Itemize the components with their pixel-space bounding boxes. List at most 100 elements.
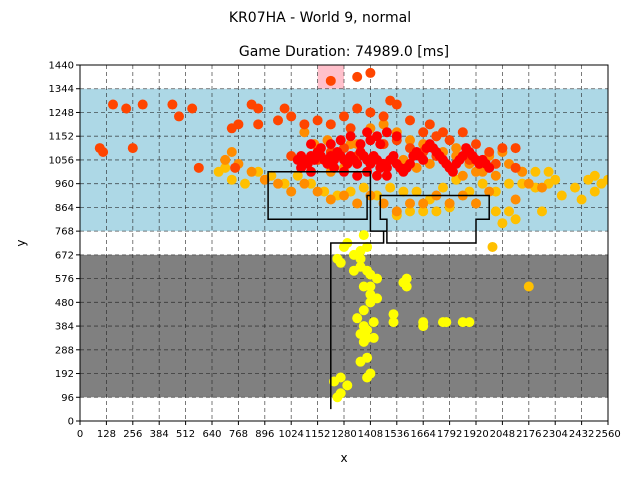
data-point	[570, 182, 580, 193]
y-axis-ticks: 0 96 192 288 384 480 576 672 768 864 960 1056 1152 12…	[49, 61, 80, 428]
data-point	[447, 166, 458, 177]
data-point	[537, 182, 547, 193]
x-tick-label: 1280	[331, 429, 356, 440]
y-tick-label: 672	[55, 250, 74, 261]
data-point	[365, 289, 376, 300]
x-tick-label: 1024	[278, 429, 303, 440]
x-tick-label: 256	[123, 429, 142, 440]
x-tick-label: 384	[150, 429, 169, 440]
data-point	[362, 352, 373, 363]
data-point	[352, 103, 363, 114]
data-point	[352, 158, 363, 169]
data-point	[230, 162, 241, 173]
data-point	[329, 162, 340, 173]
y-tick-label: 1440	[49, 61, 74, 72]
data-point	[405, 115, 415, 126]
x-tick-label: 2304	[542, 429, 567, 440]
data-point	[187, 103, 198, 114]
x-tick-label: 0	[77, 429, 83, 440]
path-layer	[267, 171, 490, 410]
data-point	[312, 115, 323, 126]
data-point	[352, 170, 363, 181]
data-point	[233, 119, 244, 130]
data-point	[497, 218, 508, 229]
data-point	[490, 206, 501, 217]
data-point	[365, 67, 376, 78]
data-point	[398, 186, 409, 197]
data-point	[381, 127, 392, 138]
scatter-points	[94, 67, 608, 403]
data-point	[381, 170, 392, 181]
data-point	[543, 166, 554, 177]
y-tick-label: 576	[55, 274, 74, 285]
data-point	[523, 281, 534, 292]
data-point	[226, 174, 237, 185]
data-point	[388, 317, 399, 328]
y-tick-label: 1152	[49, 132, 74, 143]
data-point	[589, 186, 600, 197]
data-point	[484, 186, 495, 197]
data-point	[220, 154, 231, 165]
data-point	[424, 119, 435, 130]
data-point	[358, 182, 369, 193]
data-point	[510, 162, 521, 173]
data-point	[444, 135, 455, 146]
data-point	[484, 162, 495, 173]
data-point	[325, 139, 336, 150]
y-tick-label: 1344	[49, 84, 74, 95]
data-point	[358, 321, 369, 332]
x-tick-label: 1536	[384, 429, 409, 440]
data-point	[510, 143, 521, 154]
data-point	[451, 143, 462, 154]
data-point	[556, 190, 567, 201]
data-point	[444, 198, 455, 209]
data-point	[603, 174, 608, 185]
data-point	[273, 178, 283, 189]
data-point	[352, 313, 363, 324]
x-tick-label: 512	[176, 429, 195, 440]
data-point	[342, 380, 353, 391]
data-point	[306, 139, 316, 150]
data-point	[358, 305, 369, 316]
data-point	[226, 147, 237, 158]
data-point	[368, 317, 379, 328]
data-point	[339, 241, 349, 252]
x-tick-label: 1920	[463, 429, 488, 440]
data-point	[193, 162, 204, 173]
data-point	[355, 139, 366, 150]
data-point	[286, 186, 297, 197]
data-point	[530, 166, 541, 177]
data-point	[325, 194, 336, 205]
data-point	[312, 186, 323, 197]
y-tick-label: 96	[61, 393, 74, 404]
data-point	[174, 111, 184, 122]
data-point	[378, 111, 389, 122]
x-tick-label: 768	[229, 429, 248, 440]
data-point	[137, 99, 148, 110]
data-point	[365, 281, 376, 292]
data-point	[418, 154, 429, 165]
data-point	[411, 186, 422, 197]
data-point	[352, 71, 363, 82]
data-point	[471, 139, 481, 150]
data-point	[286, 111, 297, 122]
data-point	[391, 99, 402, 110]
x-axis-label: x	[340, 451, 347, 465]
data-point	[335, 388, 346, 399]
y-tick-label: 960	[55, 179, 74, 190]
data-point	[362, 241, 373, 252]
data-point	[381, 162, 392, 173]
x-tick-label: 1664	[410, 429, 435, 440]
data-point	[355, 261, 366, 272]
data-point	[484, 147, 495, 158]
data-point	[259, 174, 270, 185]
data-point	[537, 206, 547, 217]
data-point	[441, 317, 452, 328]
data-point	[401, 281, 412, 292]
data-point	[240, 178, 250, 189]
data-point	[335, 135, 346, 146]
data-point	[335, 372, 346, 383]
data-point	[497, 143, 508, 154]
data-point	[405, 158, 415, 169]
data-point	[325, 119, 336, 130]
